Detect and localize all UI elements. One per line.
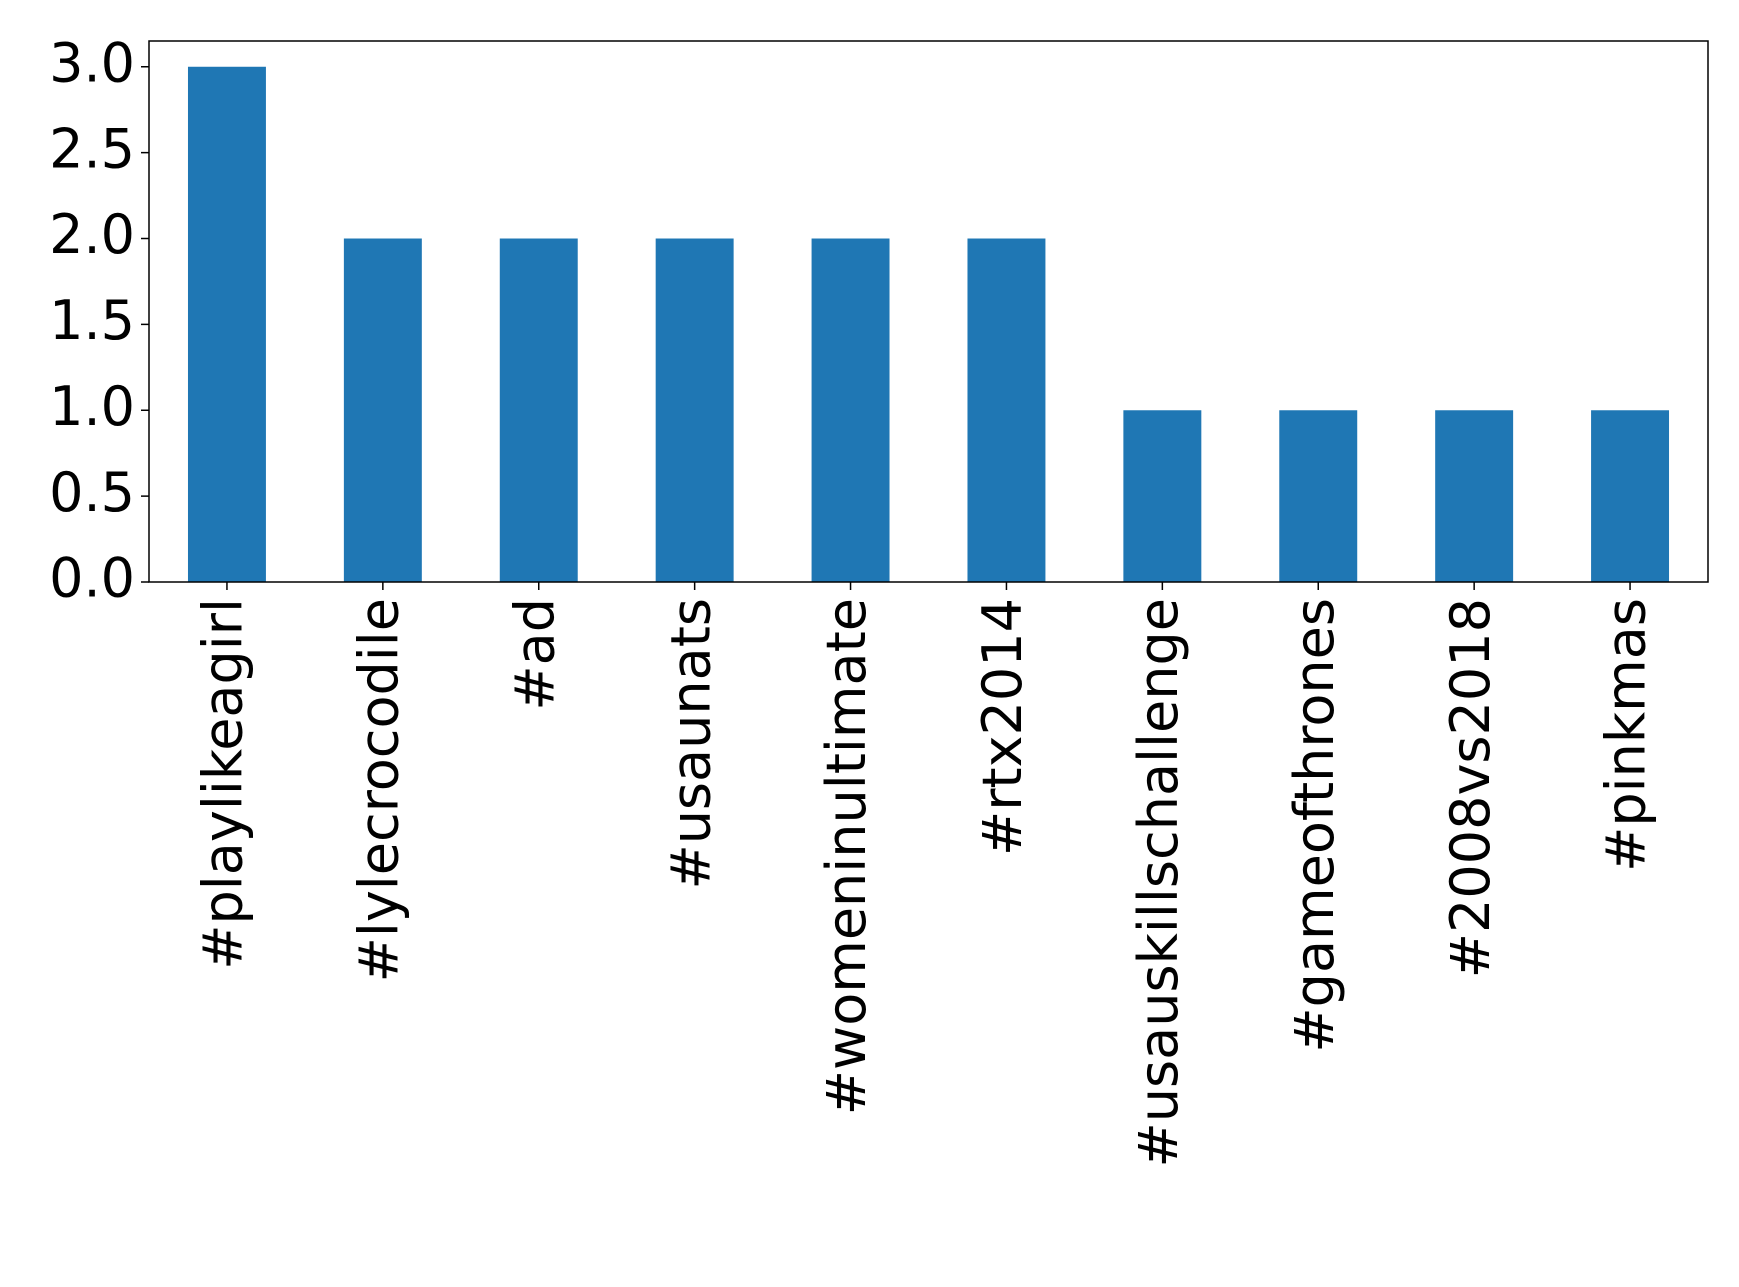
x-tick-label: #gameofthrones <box>1283 598 1346 1053</box>
bar <box>811 238 890 582</box>
y-tick-label: 0.0 <box>49 547 135 610</box>
bar <box>655 238 734 582</box>
y-tick-label: 1.5 <box>49 289 135 352</box>
x-tick-label: #womeninultimate <box>815 598 878 1115</box>
x-tick-label: #2008vs2018 <box>1439 598 1502 978</box>
bar <box>343 238 422 582</box>
bar <box>967 238 1046 582</box>
y-tick-label: 3.0 <box>49 31 135 94</box>
bar <box>1435 410 1514 582</box>
x-tick-label: #rtx2014 <box>971 598 1034 856</box>
x-tick-label: #pinkmas <box>1595 598 1658 872</box>
y-tick-label: 2.0 <box>49 203 135 266</box>
y-tick-label: 2.5 <box>49 117 135 180</box>
bar <box>1279 410 1358 582</box>
y-tick-label: 0.5 <box>49 461 135 524</box>
x-tick-label: #lylecrocodile <box>347 598 410 982</box>
bar <box>1123 410 1202 582</box>
bar <box>1591 410 1670 582</box>
y-tick-label: 1.0 <box>49 375 135 438</box>
bar <box>187 66 266 582</box>
x-tick-label: #playlikeagirl <box>192 598 255 970</box>
bar <box>499 238 578 582</box>
x-tick-label: #usaunats <box>659 598 722 890</box>
x-tick-label: #usauskillschallenge <box>1127 598 1190 1167</box>
plot-frame <box>148 40 1709 583</box>
x-tick-label: #ad <box>503 598 566 711</box>
